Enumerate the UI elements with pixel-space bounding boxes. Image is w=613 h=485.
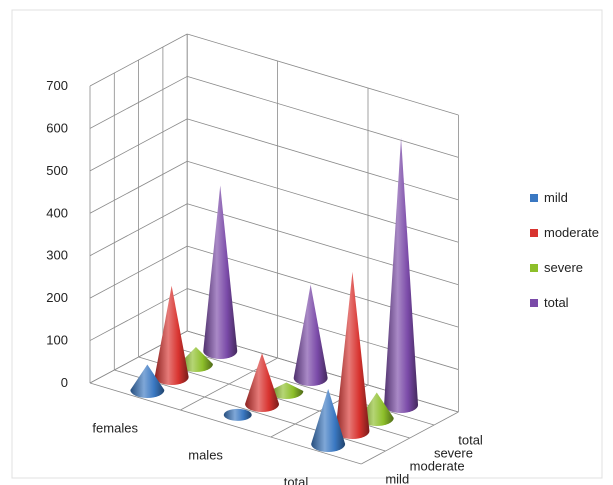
depth-tick-label: total [458, 433, 483, 448]
grid-line-back-wall [187, 245, 459, 328]
y-tick-label: 400 [46, 205, 68, 220]
legend-item-mild: mild [530, 190, 568, 205]
legend-swatch [530, 264, 538, 272]
cone-mild-males [223, 408, 252, 421]
cone-body [293, 284, 328, 386]
cone-body [203, 185, 238, 359]
grid-line-floor [89, 382, 362, 465]
y-tick-label: 500 [46, 163, 68, 178]
legend-item-total: total [530, 295, 569, 310]
y-axis-ticks: 0 100 200 300 400 500 600 700 [46, 78, 68, 390]
cone-body [269, 382, 304, 399]
y-tick-label: 300 [46, 248, 68, 263]
cone-mild-females [130, 364, 165, 398]
cone-moderate-males [245, 353, 280, 412]
y-tick-label: 100 [46, 333, 68, 348]
chart-border [11, 9, 603, 479]
legend-swatch [530, 229, 538, 237]
cone-body [154, 285, 189, 385]
grid-line-back-wall [187, 118, 459, 201]
depth-tick-label: mild [385, 472, 409, 485]
grid-line-back-wall [187, 160, 459, 243]
legend: mild moderate severe total [530, 190, 599, 310]
grid-line-back-wall [187, 33, 459, 116]
cone-body [245, 353, 280, 412]
legend-label: moderate [544, 225, 599, 240]
cone-body [384, 137, 419, 414]
y-tick-label: 0 [61, 375, 68, 390]
grid-line-left-wall [89, 33, 188, 87]
cones [130, 137, 419, 452]
cone-body [335, 271, 370, 439]
depth-tick-label: moderate [410, 459, 465, 474]
cone-moderate-females [154, 285, 189, 385]
x-tick-label: females [92, 421, 138, 436]
y-tick-label: 600 [46, 120, 68, 135]
x-axis-ticks: females males total [92, 421, 308, 485]
cone-severe-total [359, 392, 394, 426]
grid-line-back-wall [187, 76, 459, 158]
legend-swatch [530, 299, 538, 307]
cone-body [178, 347, 213, 372]
cone-body [359, 392, 394, 426]
legend-swatch [530, 194, 538, 202]
grid-line-floor [361, 411, 459, 465]
x-tick-label: males [188, 448, 223, 463]
cone-moderate-total [335, 271, 370, 439]
cone-mild-total [311, 388, 346, 452]
cone-severe-females [178, 347, 213, 372]
legend-label: mild [544, 190, 568, 205]
y-tick-label: 700 [46, 78, 68, 93]
legend-item-severe: severe [530, 260, 583, 275]
legend-item-moderate: moderate [530, 225, 599, 240]
cone-total-females [203, 185, 238, 359]
cone-body [223, 408, 252, 421]
cone-body [311, 388, 346, 452]
depth-tick-label: severe [434, 446, 473, 461]
cone-body [130, 364, 165, 398]
legend-label: severe [544, 260, 583, 275]
x-tick-label: total [284, 475, 309, 485]
cone-severe-males [269, 382, 304, 399]
grid-line-back-wall [187, 203, 459, 286]
cone-total-total [384, 137, 419, 414]
cone-total-males [293, 284, 328, 386]
y-tick-label: 200 [46, 290, 68, 305]
legend-label: total [544, 295, 569, 310]
